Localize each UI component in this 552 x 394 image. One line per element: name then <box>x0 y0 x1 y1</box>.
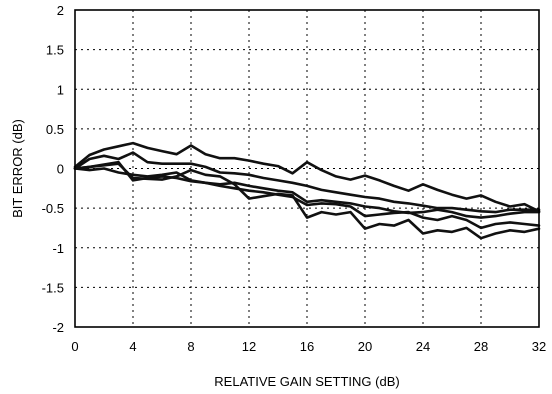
series-line-5 <box>73 162 541 240</box>
y-tick-label: 0.5 <box>46 122 64 137</box>
x-tick-label: 20 <box>358 339 372 354</box>
y-tick-label: 1.5 <box>46 43 64 58</box>
y-tick-label: 0 <box>57 162 64 177</box>
y-tick-label: 1 <box>57 82 64 97</box>
y-tick-label: -0.5 <box>42 201 64 216</box>
x-tick-label: 8 <box>187 339 194 354</box>
plot-frame <box>74 9 540 328</box>
series-line-2 <box>73 151 541 214</box>
y-tick-label: 2 <box>57 3 64 18</box>
x-tick-label: 16 <box>300 339 314 354</box>
x-tick-label: 0 <box>71 339 78 354</box>
y-tick-label: -2 <box>52 320 64 335</box>
series-layer <box>73 141 541 240</box>
y-tick-label: -1.5 <box>42 280 64 295</box>
x-tick-label: 28 <box>474 339 488 354</box>
x-tick-label: 24 <box>416 339 430 354</box>
series-line-3 <box>73 167 541 219</box>
y-tick-label: -1 <box>52 241 64 256</box>
x-tick-label: 4 <box>129 339 136 354</box>
x-tick-label: 12 <box>242 339 256 354</box>
x-tick-label: 32 <box>532 339 546 354</box>
grid-layer <box>75 10 539 327</box>
series-line-1 <box>73 141 541 213</box>
series-line-4 <box>73 160 541 230</box>
y-axis-label: BIT ERROR (dB) <box>10 119 25 218</box>
x-axis-label: RELATIVE GAIN SETTING (dB) <box>214 374 399 389</box>
tick-layer: 0 4 8 12 16 20 24 28 32 2 1.5 1 0.5 0 -0.5 -1 -1.5 -2 <box>42 3 547 354</box>
